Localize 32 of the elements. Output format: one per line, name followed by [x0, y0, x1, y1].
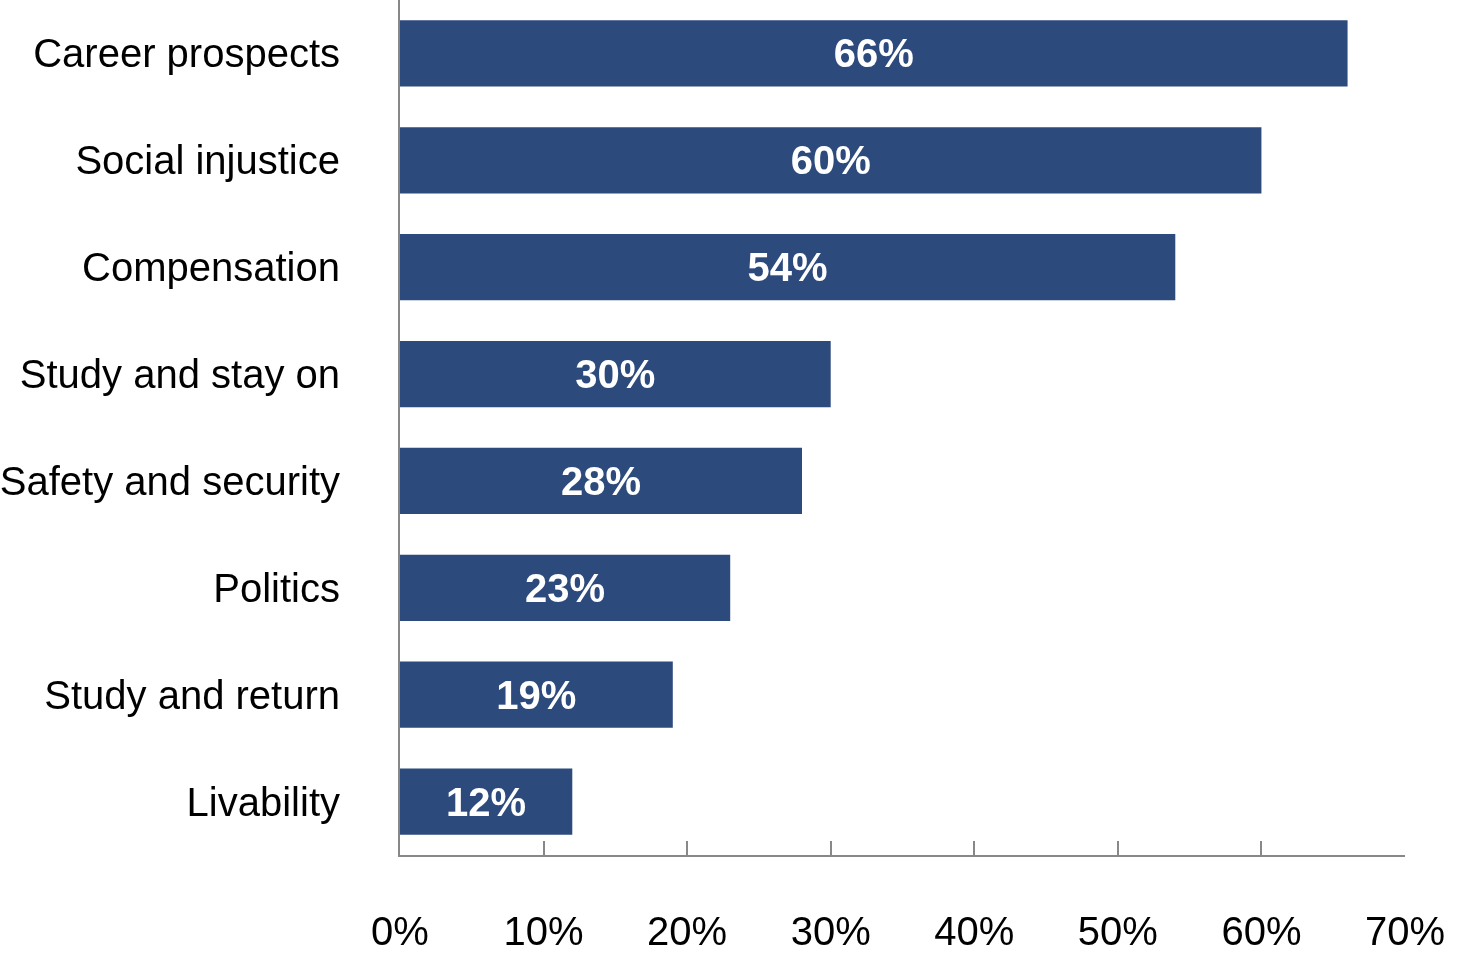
y-tick-label: Study and stay on — [19, 352, 340, 397]
data-label: 28% — [560, 458, 642, 503]
y-tick-label: Study and return — [44, 672, 340, 717]
bar — [400, 127, 1262, 194]
data-label: 19% — [496, 672, 577, 717]
x-tick-label: 10% — [503, 909, 584, 953]
y-tick-label: Career prospects — [33, 31, 340, 76]
y-tick-label: Safety and security — [0, 458, 340, 503]
y-tick-label: Social injustice — [75, 138, 340, 183]
data-label: 12% — [446, 779, 527, 824]
y-tick-label: Politics — [213, 565, 340, 610]
bar — [400, 661, 673, 728]
data-label: 60% — [790, 138, 871, 183]
x-tick-label: 50% — [1077, 909, 1158, 953]
x-tick-label: 60% — [1221, 909, 1302, 953]
data-label: 23% — [525, 565, 606, 610]
data-label: 30% — [575, 352, 656, 397]
bar — [400, 554, 731, 621]
bar — [400, 340, 831, 408]
x-tick-label: 0% — [371, 909, 429, 953]
bar — [400, 768, 573, 835]
x-tick-label: 30% — [790, 909, 871, 953]
bar — [400, 20, 1348, 87]
x-tick-label: 40% — [934, 909, 1015, 953]
bar — [400, 234, 1176, 301]
data-label: 66% — [833, 31, 914, 76]
x-tick-label: 70% — [1364, 909, 1446, 953]
bar — [400, 447, 802, 515]
y-tick-label: Compensation — [82, 245, 340, 290]
x-tick-label: 20% — [647, 909, 728, 953]
data-label: 54% — [747, 245, 828, 290]
y-tick-label: Livability — [186, 779, 340, 824]
